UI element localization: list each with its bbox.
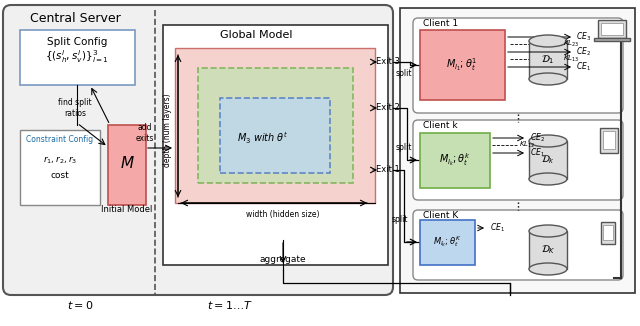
Ellipse shape [529,173,567,185]
Bar [163,25,388,265]
Text: $\mathcal{D}_K$: $\mathcal{D}_K$ [541,244,556,257]
Ellipse shape [529,35,567,47]
Text: Exit 2: Exit 2 [376,103,400,112]
Text: split: split [396,143,412,153]
FancyBboxPatch shape [413,120,623,200]
Text: $CE_2$: $CE_2$ [530,132,545,144]
Bar [529,231,567,269]
Text: add
exits: add exits [136,123,154,143]
Text: $t = 0$: $t = 0$ [67,299,93,311]
Text: $KL_{12}$: $KL_{12}$ [519,140,535,150]
Bar [420,30,505,100]
Text: Constraint Config: Constraint Config [26,136,93,144]
Text: $M_{l_k}; \theta_t^k$: $M_{l_k}; \theta_t^k$ [439,152,471,169]
Text: Client K: Client K [423,212,458,220]
Ellipse shape [529,225,567,237]
Text: $KL_{23}$: $KL_{23}$ [563,39,579,49]
Bar [603,131,615,149]
Bar [175,48,375,203]
Bar [220,98,330,173]
Text: depth (num layers): depth (num layers) [163,93,173,167]
FancyBboxPatch shape [3,5,393,295]
Text: $CE_1$: $CE_1$ [490,222,505,234]
Text: $CE_3$: $CE_3$ [576,31,591,43]
FancyBboxPatch shape [413,18,623,113]
Text: $M_3$ with $\theta^t$: $M_3$ with $\theta^t$ [237,130,289,146]
Text: $t = 1 \ldots T$: $t = 1 \ldots T$ [207,299,253,311]
Text: Client k: Client k [423,122,458,130]
Ellipse shape [529,135,567,147]
Text: split: split [396,69,412,79]
Bar [198,68,353,183]
Bar [600,128,618,153]
Bar [20,130,100,205]
Text: $M_{l_K}; \theta_t^K$: $M_{l_K}; \theta_t^K$ [433,234,461,249]
Text: $CE_1$: $CE_1$ [576,61,591,73]
Text: find split
ratios: find split ratios [58,98,92,118]
Text: $\{(s_h^l, s_v^l)\}_{l=1}^3$: $\{(s_h^l, s_v^l)\}_{l=1}^3$ [45,49,109,66]
Bar [529,41,567,79]
Text: $r_1, r_2, r_3$: $r_1, r_2, r_3$ [43,154,77,166]
Bar [603,225,613,240]
Text: $\mathcal{D}_1$: $\mathcal{D}_1$ [541,53,555,67]
Text: $KL_{13}$: $KL_{13}$ [563,54,579,64]
Text: $M$: $M$ [120,155,134,171]
Ellipse shape [529,263,567,275]
Text: Central Server: Central Server [29,11,120,24]
Ellipse shape [529,73,567,85]
Text: Global Model: Global Model [220,30,292,40]
Bar [529,141,567,179]
Bar [400,8,635,293]
Bar [108,125,146,205]
FancyBboxPatch shape [413,210,623,280]
Bar [594,38,630,41]
Bar [598,20,626,38]
Text: Split Config: Split Config [47,37,107,47]
Text: cost: cost [51,170,69,180]
Text: Initial Model: Initial Model [101,205,153,215]
Text: $M_{l_1}; \theta_t^1$: $M_{l_1}; \theta_t^1$ [446,57,477,73]
Text: aggregate: aggregate [260,256,307,264]
Text: Exit 3: Exit 3 [376,57,400,67]
Text: Client 1: Client 1 [423,20,458,28]
Text: $\mathcal{D}_k$: $\mathcal{D}_k$ [541,154,555,166]
Text: split: split [392,215,408,225]
Bar [601,23,623,35]
Text: $CE_1$: $CE_1$ [530,147,545,159]
Bar [420,220,475,265]
Text: width (hidden size): width (hidden size) [246,211,320,219]
Text: Exit 1: Exit 1 [376,166,400,174]
Bar [601,222,615,244]
Bar [20,30,135,85]
Text: $CE_2$: $CE_2$ [576,46,591,58]
Bar [420,133,490,188]
